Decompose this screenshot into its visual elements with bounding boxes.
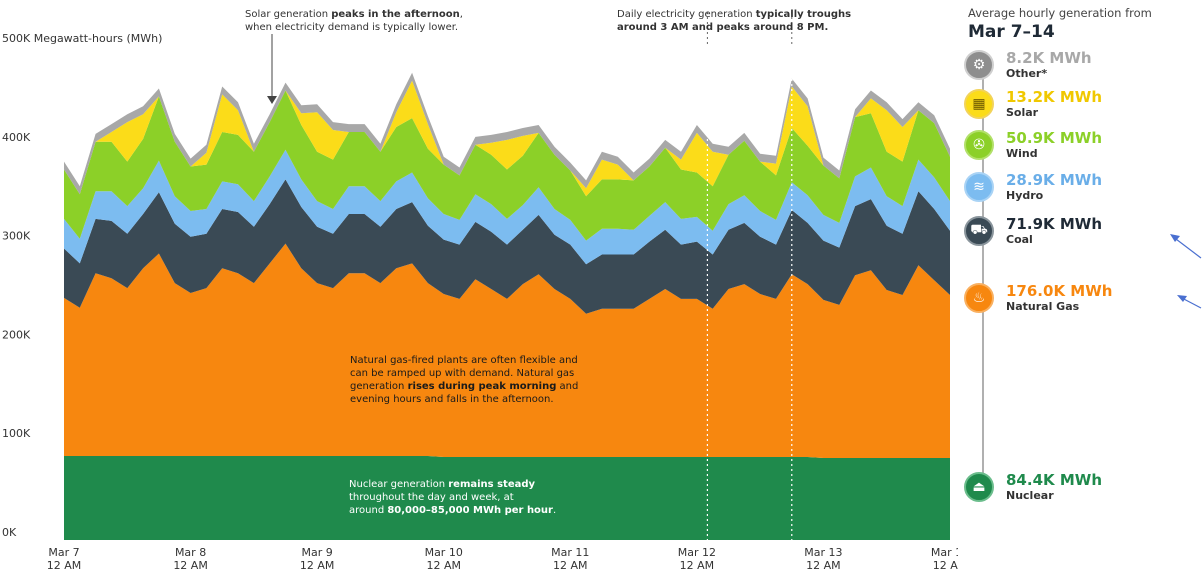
water-icon: ≋ — [964, 172, 994, 202]
x-tick-label: Mar 9 — [302, 546, 333, 559]
x-tick-label: 12 AM — [426, 559, 461, 572]
x-tick-label: 12 AM — [806, 559, 841, 572]
legend-connector-line — [982, 60, 984, 495]
generation-chart: 0K 100K 200K 300K 400K 500K Megawatt-hours (M… — [2, 12, 958, 572]
x-tick-label: 12 AM — [47, 559, 82, 572]
legend-label: Wind — [1006, 147, 1038, 160]
y-tick-label: 300K — [2, 230, 31, 243]
legend-value: 50.9K MWh — [1006, 129, 1103, 147]
legend-item-natural-gas: ♨ 176.0K MWh Natural Gas — [962, 281, 1202, 317]
legend-item-coal: ⛟ 71.9K MWh Coal — [962, 214, 1202, 250]
legend-item-nuclear: ⏏ 84.4K MWh Nuclear — [962, 470, 1202, 506]
natural-gas-annotation: Natural gas-fired plants are often flexi… — [350, 355, 579, 405]
cooling-tower-icon: ⏏ — [964, 472, 994, 502]
nuclear-annotation: Nuclear generation remains steady throug… — [349, 479, 557, 516]
area-hydro — [64, 149, 950, 265]
x-tick-label: Mar 7 — [48, 546, 79, 559]
y-tick-label: 500K Megawatt-hours (MWh) — [2, 32, 162, 45]
legend-value: 8.2K MWh — [1006, 49, 1092, 67]
x-tick-label: 12 AM — [680, 559, 715, 572]
legend-header: Average hourly generation from — [968, 6, 1152, 20]
y-tick-label: 100K — [2, 427, 31, 440]
legend-value: 176.0K MWh — [1006, 282, 1113, 300]
legend-item-hydro: ≋ 28.9K MWh Hydro — [962, 170, 1202, 206]
legend-label: Other* — [1006, 67, 1048, 80]
coal-cart-icon: ⛟ — [964, 216, 994, 246]
x-tick-label: Mar 12 — [678, 546, 716, 559]
legend-value: 84.4K MWh — [1006, 471, 1103, 489]
x-tick-label: 12 AM — [933, 559, 958, 572]
legend-label: Natural Gas — [1006, 300, 1080, 313]
area-wind — [64, 90, 950, 241]
area-natural-gas — [64, 243, 950, 458]
solar-panel-icon: ▦ — [964, 89, 994, 119]
legend-item-solar: ▦ 13.2K MWh Solar — [962, 87, 1202, 123]
y-tick-label: 400K — [2, 131, 31, 144]
legend-date-range: Mar 7–14 — [968, 22, 1055, 42]
y-axis: 0K 100K 200K 300K 400K 500K Megawatt-hours (M… — [2, 32, 162, 539]
x-tick-label: 12 AM — [300, 559, 335, 572]
legend-item-other: ⚙ 8.2K MWh Other* — [962, 48, 1202, 84]
reference-lines — [706, 12, 793, 540]
area-nuclear — [64, 456, 950, 540]
y-tick-label: 200K — [2, 328, 31, 341]
legend-value: 71.9K MWh — [1006, 215, 1103, 233]
stacked-areas — [64, 72, 950, 540]
solar-pointer-arrow — [267, 96, 277, 104]
wind-icon: ✇ — [964, 130, 994, 160]
solar-annotation: Solar generation peaks in the afternoon,… — [245, 9, 463, 33]
legend-value: 13.2K MWh — [1006, 88, 1103, 106]
area-other — [64, 72, 950, 195]
legend-label: Solar — [1006, 106, 1039, 119]
daily-annotation: Daily electricity generation typically t… — [617, 9, 852, 33]
legend-panel: Average hourly generation from Mar 7–14 … — [958, 0, 1203, 579]
legend-label: Coal — [1006, 233, 1033, 246]
x-tick-label: Mar 14 — [931, 546, 958, 559]
x-tick-label: 12 AM — [553, 559, 588, 572]
x-tick-label: Mar 13 — [804, 546, 842, 559]
gear-icon: ⚙ — [964, 50, 994, 80]
legend-item-wind: ✇ 50.9K MWh Wind — [962, 128, 1202, 164]
x-tick-label: Mar 10 — [425, 546, 463, 559]
legend-label: Nuclear — [1006, 489, 1054, 502]
y-tick-label: 0K — [2, 526, 17, 539]
area-coal — [64, 179, 950, 314]
x-tick-label: Mar 11 — [551, 546, 589, 559]
legend-label: Hydro — [1006, 189, 1044, 202]
flame-icon: ♨ — [964, 283, 994, 313]
x-tick-label: 12 AM — [173, 559, 208, 572]
legend-value: 28.9K MWh — [1006, 171, 1103, 189]
x-tick-label: Mar 8 — [175, 546, 206, 559]
